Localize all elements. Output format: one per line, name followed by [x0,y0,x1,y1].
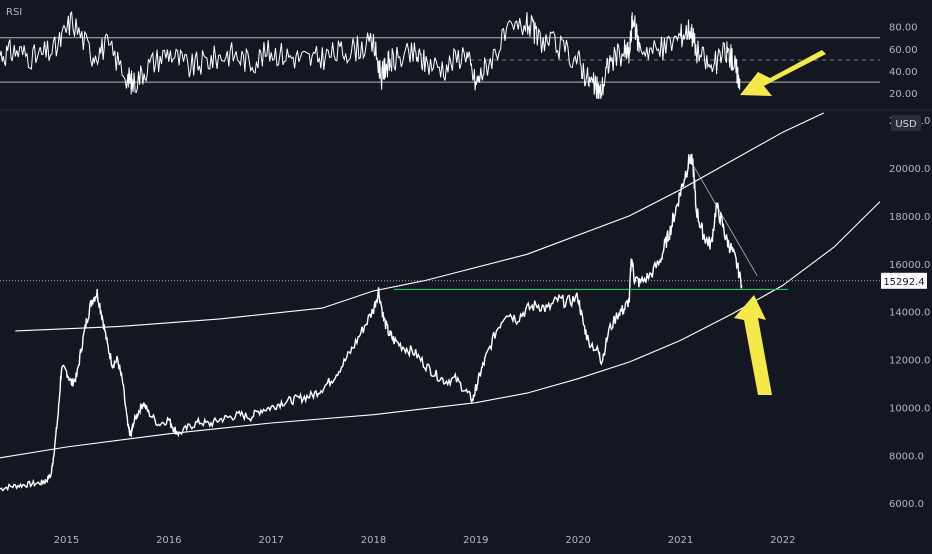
x-tick: 2020 [565,535,590,546]
x-tick: 2021 [668,535,693,546]
x-tick: 2022 [770,535,795,546]
trend-line-1 [0,201,881,459]
price-y-tick: 14000.0 [889,308,930,319]
rsi-yellow-arrow [740,50,826,96]
x-tick: 2018 [361,535,386,546]
x-tick: 2017 [258,535,283,546]
price-y-tick: 8000.0 [889,451,924,462]
price-y-tick: 16000.0 [889,260,930,271]
x-tick: 2015 [54,535,79,546]
rsi-y-tick: 20.00 [889,89,918,100]
rsi-y-tick: 40.00 [889,67,918,78]
rsi-series-line [0,10,741,99]
price-y-tick: 12000.0 [889,356,930,367]
price-yellow-arrow [734,295,772,395]
x-tick: 2019 [463,535,488,546]
price-panel: 6000.0 8000.0 10000.0 12000.0 14000.0 16000.0… [0,112,930,546]
price-series-line [0,153,743,492]
last-price-tag [881,272,927,289]
rsi-title: RSI [6,7,22,18]
currency-badge [891,115,921,131]
currency-label: USD [895,119,917,130]
price-y-tick: 10000.0 [889,404,930,415]
price-y-tick: 18000.0 [889,212,930,223]
trend-line-0 [15,112,824,332]
rsi-panel: RSI 20.00 40.00 60.00 80.00 [0,7,918,100]
price-y-tick: 6000.0 [889,499,924,510]
rsi-y-tick: 60.00 [889,45,918,56]
last-price-label: 15292.4 [883,277,924,288]
trend-line-3 [690,160,758,277]
price-y-tick: 20000.0 [889,164,930,175]
x-tick: 2016 [156,535,181,546]
rsi-y-tick: 80.00 [889,23,918,34]
